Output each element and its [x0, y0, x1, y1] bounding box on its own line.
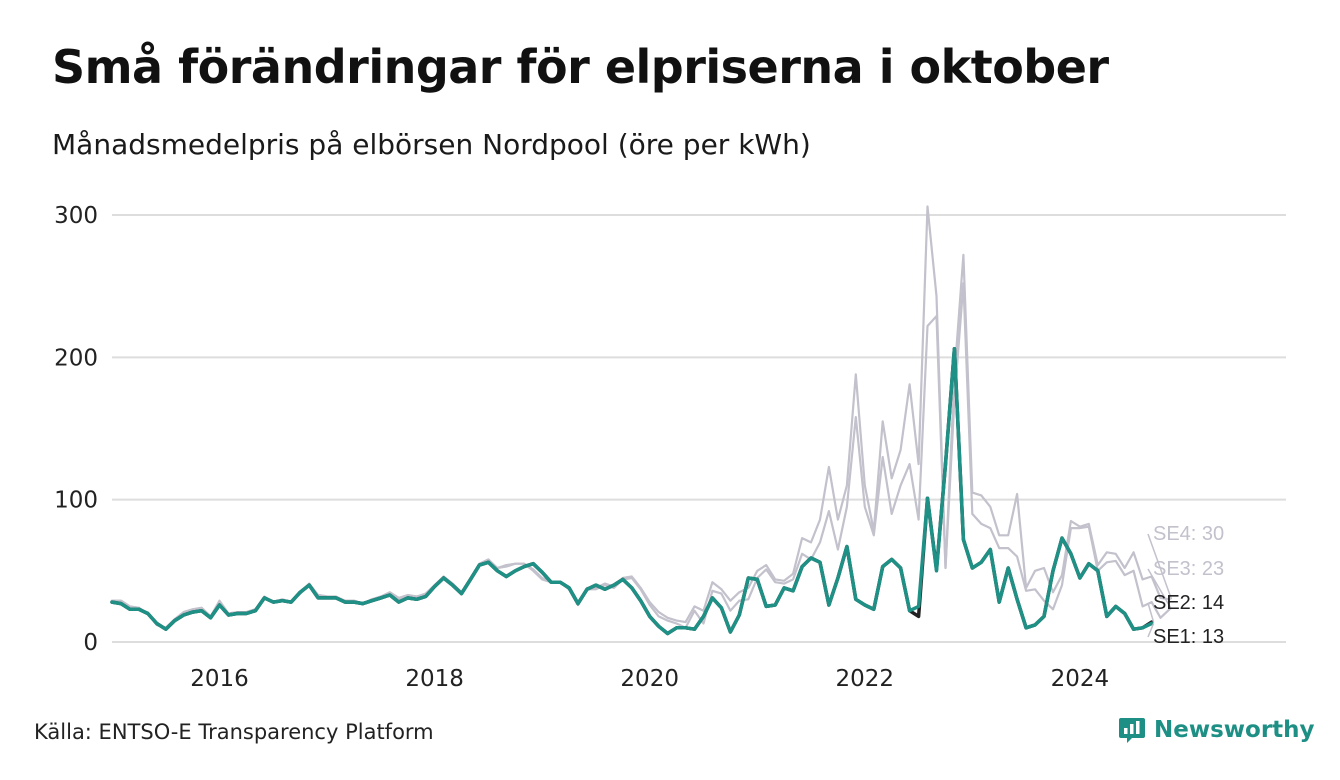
gridlines: [112, 214, 1286, 643]
series-lines: [110, 205, 1171, 636]
y-tick-label: 100: [54, 488, 98, 514]
y-tick-label: 300: [54, 203, 98, 229]
series-line-se1: [110, 347, 1154, 636]
x-tick-label: 2016: [190, 666, 249, 692]
x-tick-label: 2024: [1051, 666, 1110, 692]
series-label-se2: SE2: 14: [1153, 592, 1224, 614]
chart-subtitle: Månadsmedelpris på elbörsen Nordpool (ör…: [52, 128, 811, 161]
label-connector: [1147, 602, 1155, 623]
newsworthy-logo-icon: [1119, 718, 1145, 743]
series-label-se4: SE4: 30: [1153, 523, 1224, 545]
x-tick-label: 2018: [405, 666, 464, 692]
x-tick-label: 2022: [836, 666, 895, 692]
brand-name: Newsworthy: [1154, 717, 1315, 743]
label-connector: [1147, 623, 1155, 638]
chart-title: Små förändringar för elpriserna i oktobe…: [52, 40, 1109, 94]
series-label-se3: SE3: 23: [1153, 558, 1224, 580]
x-tick-label: 2020: [620, 666, 679, 692]
label-connector: [1147, 533, 1173, 600]
brand-logo[interactable]: Newsworthy: [1118, 713, 1315, 747]
series-end-labels: SE4: 30 SE3: 23 SE2: 14 SE1: 13: [1147, 523, 1224, 648]
y-tick-label: 200: [54, 345, 98, 371]
y-tick-label: 0: [83, 630, 98, 656]
source-note: Källa: ENTSO-E Transparency Platform: [34, 720, 434, 744]
label-connector: [1147, 568, 1173, 610]
x-axis-ticks: 2016 2018 2020 2022 2024: [190, 666, 1109, 692]
series-line-se4: [110, 205, 1171, 629]
y-axis-ticks: 0 100 200 300: [54, 203, 98, 656]
series-label-se1: SE1: 13: [1153, 626, 1224, 648]
